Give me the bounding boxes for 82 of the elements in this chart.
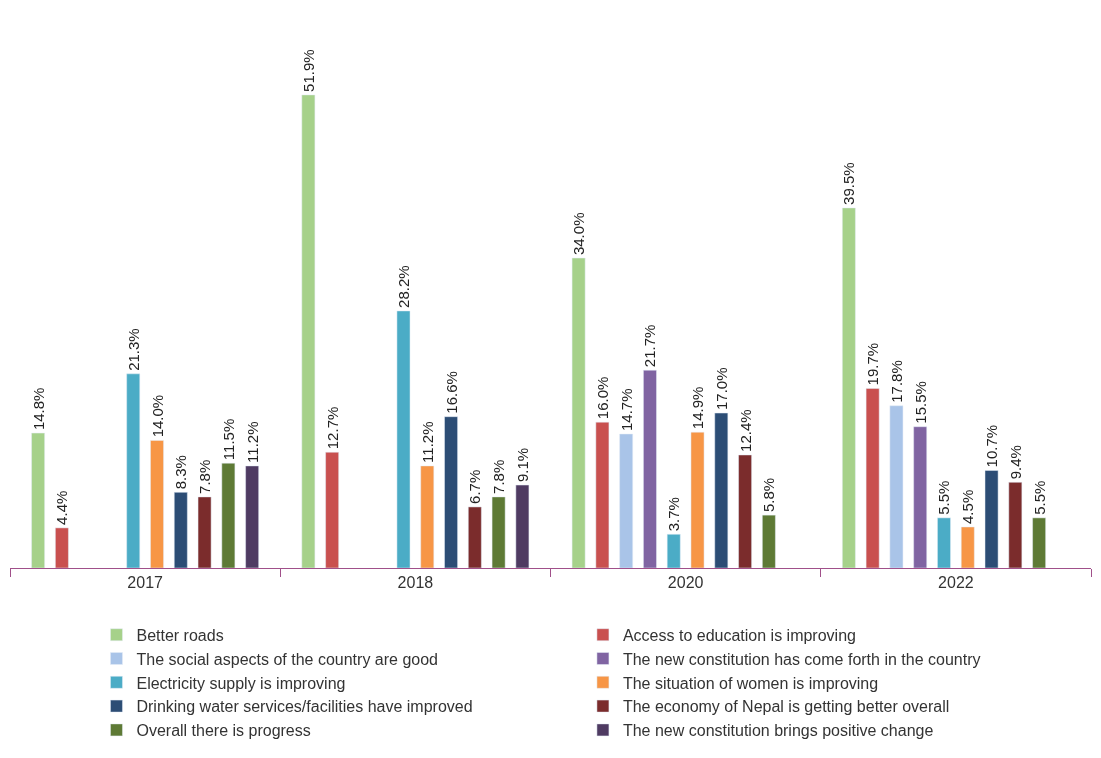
legend-label: Drinking water services/facilities have improved — [136, 698, 473, 716]
bar — [643, 369, 657, 568]
data-label: 12.4% — [736, 409, 754, 452]
data-label: 14.0% — [148, 394, 166, 438]
bar — [245, 465, 259, 568]
x-tick-label: 2020 — [667, 574, 704, 592]
data-label: 16.6% — [442, 371, 460, 414]
data-label: 3.7% — [665, 497, 683, 532]
data-label: 34.0% — [570, 212, 588, 256]
bar — [571, 257, 586, 568]
legend-label: Electricity supply is improving — [136, 674, 346, 692]
bar — [197, 496, 212, 568]
bar — [301, 94, 316, 568]
bar — [738, 454, 752, 568]
data-label: 39.5% — [840, 162, 858, 205]
legend-label: The social aspects of the country are good — [136, 650, 438, 668]
data-label: 28.2% — [394, 265, 412, 308]
data-label: 4.4% — [53, 490, 71, 525]
bar — [960, 526, 975, 568]
data-label: 5.8% — [760, 477, 778, 513]
bar — [515, 484, 530, 568]
data-label: 21.7% — [641, 324, 659, 368]
bar — [325, 451, 339, 568]
data-label: 5.5% — [935, 480, 953, 515]
bar — [31, 432, 45, 568]
bar — [150, 440, 164, 568]
data-label: 9.1% — [513, 447, 531, 483]
bar — [1032, 517, 1046, 568]
bar — [126, 373, 141, 568]
data-label: 21.3% — [124, 328, 142, 371]
data-label: 51.9% — [299, 49, 317, 92]
bar — [1008, 482, 1023, 568]
data-label: 10.7% — [983, 424, 1001, 468]
data-label: 17.0% — [712, 367, 730, 411]
data-label: 14.9% — [689, 386, 707, 430]
legend-label: The new constitution has come forth in the country — [622, 650, 981, 668]
bar — [396, 310, 411, 568]
x-tick-label: 2017 — [127, 574, 164, 592]
bar — [714, 412, 729, 568]
legend-label: Access to education is improving — [622, 626, 856, 644]
x-tick-label: 2018 — [397, 574, 434, 592]
bar — [865, 388, 880, 568]
data-label: 5.5% — [1030, 480, 1048, 515]
bar — [595, 421, 610, 568]
bar — [420, 465, 435, 568]
data-label: 17.8% — [887, 360, 905, 403]
data-label: 14.7% — [617, 388, 635, 431]
bar — [221, 462, 236, 568]
bar — [762, 514, 776, 568]
data-label: 15.5% — [911, 381, 929, 424]
legend-label: Overall there is progress — [136, 722, 311, 740]
legend-label: The new constitution brings positive change — [622, 722, 934, 740]
data-label: 7.8% — [196, 459, 214, 494]
legend-label: The economy of Nepal is getting better overall — [622, 698, 950, 716]
data-label: 14.8% — [29, 387, 47, 431]
legend-label: Better roads — [136, 626, 224, 644]
bar — [468, 506, 482, 568]
data-label: 11.2% — [243, 421, 261, 463]
bar — [690, 431, 705, 568]
data-label: 8.3% — [172, 455, 190, 490]
bar — [937, 517, 951, 568]
data-label: 7.8% — [490, 459, 508, 494]
data-label: 4.5% — [959, 489, 977, 524]
x-tick-label: 2022 — [938, 574, 974, 592]
bar — [444, 416, 458, 568]
bar — [619, 433, 633, 568]
bar — [842, 207, 856, 568]
bar — [666, 534, 681, 568]
data-label: 11.2% — [418, 421, 436, 463]
data-label: 12.7% — [323, 406, 341, 450]
data-label: 6.7% — [466, 469, 484, 504]
data-label: 16.0% — [593, 376, 611, 420]
bar — [913, 426, 927, 568]
bar — [55, 527, 69, 568]
bar — [889, 405, 904, 568]
legend-label: The situation of women is improving — [622, 674, 879, 692]
data-label: 19.7% — [864, 342, 882, 386]
bar — [174, 492, 188, 568]
data-label: 11.5% — [219, 418, 237, 461]
data-label: 9.4% — [1006, 445, 1024, 480]
bar — [491, 496, 506, 568]
bar — [984, 470, 999, 568]
